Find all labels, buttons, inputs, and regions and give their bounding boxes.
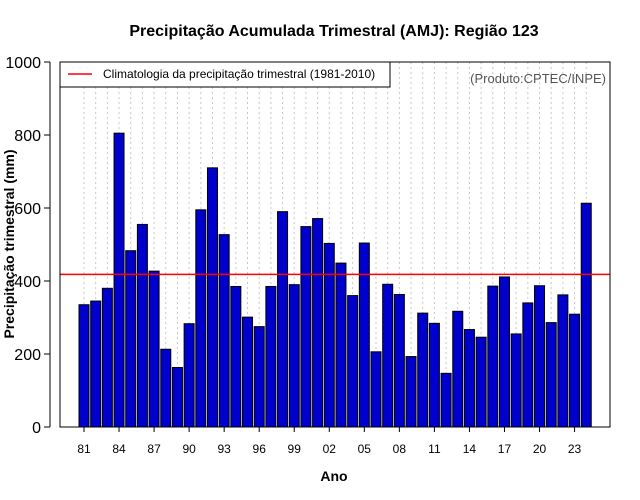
bar-2021 [545, 322, 557, 428]
x-tick-label: 23 [568, 442, 582, 456]
x-tick-label: 99 [288, 442, 302, 456]
bar-1983 [101, 287, 113, 428]
bar-1996 [253, 326, 265, 428]
bar-2024 [580, 202, 592, 428]
bar-1997 [265, 285, 277, 428]
bar-1981 [78, 304, 90, 428]
bar-1984 [113, 132, 125, 428]
x-tick-label: 87 [147, 442, 161, 456]
bar-1989 [171, 367, 183, 428]
y-tick-label: 800 [14, 128, 41, 145]
x-tick-label: 08 [393, 442, 407, 456]
bar-2012 [440, 372, 452, 428]
x-tick-label: 05 [358, 442, 372, 456]
x-tick-label: 20 [533, 442, 547, 456]
x-tick-label: 90 [182, 442, 196, 456]
bar-1986 [136, 223, 148, 428]
y-axis-title: Precipitação trimestral (mm) [1, 149, 17, 338]
chart-title: Precipitação Acumulada Trimestral (AMJ):… [129, 23, 538, 40]
bar-1993 [218, 234, 230, 428]
bar-1995 [242, 316, 254, 428]
legend-box [59, 61, 391, 88]
bar-2001 [312, 218, 324, 428]
x-tick-label: 17 [498, 442, 512, 456]
y-tick-label: 0 [32, 420, 41, 437]
bar-1998 [277, 211, 289, 428]
x-tick-label: 02 [323, 442, 337, 456]
bar-2000 [300, 226, 312, 428]
bar-2019 [522, 302, 534, 428]
bar-2023 [569, 313, 581, 428]
bar-2005 [358, 242, 370, 428]
bar-2022 [557, 294, 569, 428]
y-tick-label: 400 [14, 274, 41, 291]
x-tick-label: 81 [77, 442, 91, 456]
x-axis: 81 84 87 90 93 96 99 02 05 08 11 14 17 20 23 [77, 427, 582, 456]
bar-2009 [405, 356, 417, 428]
bar-1985 [125, 250, 137, 428]
bar-2014 [463, 329, 475, 428]
bar-2011 [428, 322, 440, 428]
y-tick-label: 200 [14, 347, 41, 364]
bar-2017 [498, 276, 510, 428]
x-tick-label: 93 [217, 442, 231, 456]
source-note: (Produto:CPTEC/INPE) [470, 71, 606, 86]
bar-1991 [195, 209, 207, 428]
x-tick-label: 96 [253, 442, 267, 456]
bar-2004 [347, 295, 359, 428]
bar-2020 [534, 285, 546, 428]
x-tick-label: 14 [463, 442, 477, 456]
bar-1988 [160, 348, 172, 428]
bar-1982 [90, 300, 102, 428]
x-tick-label: 11 [428, 442, 441, 456]
x-axis-title: Ano [320, 468, 347, 484]
y-axis: 0 200 400 600 800 1000 [5, 55, 51, 437]
bar-2002 [323, 242, 335, 428]
bar-1994 [230, 285, 242, 428]
x-tick-label: 84 [112, 442, 126, 456]
legend: Climatologia da precipitação trimestral … [59, 61, 391, 88]
bar-2008 [393, 294, 405, 428]
bar-2018 [510, 333, 522, 428]
bar-2007 [382, 283, 394, 428]
legend-label: Climatologia da precipitação trimestral … [103, 67, 375, 81]
bar-1999 [288, 284, 300, 428]
y-tick-label: 1000 [5, 55, 41, 72]
bar-2003 [335, 262, 347, 428]
grid [83, 62, 587, 427]
y-tick-label: 600 [14, 201, 41, 218]
bar-2015 [475, 336, 487, 428]
bar-2010 [417, 312, 429, 428]
bar-2016 [487, 285, 499, 428]
bar-1987 [148, 270, 160, 428]
bar-2006 [370, 351, 382, 428]
bar-1990 [183, 323, 195, 428]
bar-1992 [206, 167, 218, 428]
bar-2013 [452, 310, 464, 428]
bars [78, 132, 592, 428]
